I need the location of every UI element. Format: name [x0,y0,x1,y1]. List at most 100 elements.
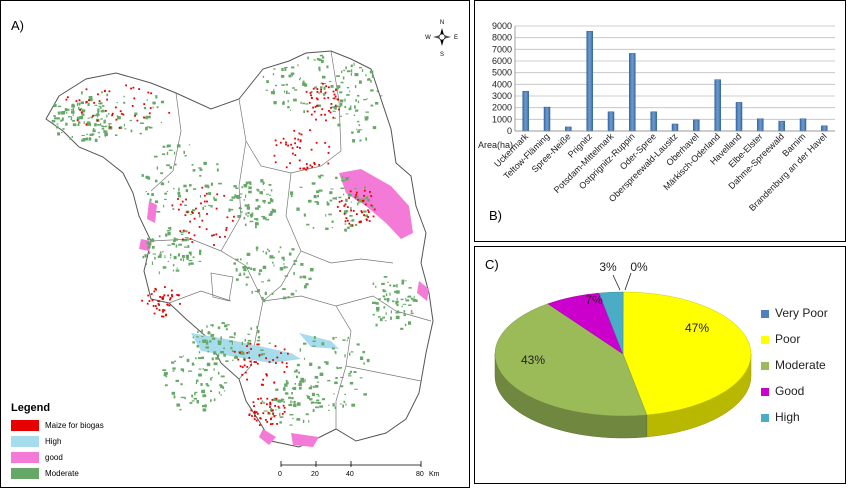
moderate-patch [91,133,95,136]
moderate-patch [89,133,93,137]
maize-patch [356,199,359,201]
maize-patch [166,303,169,306]
moderate-patch [233,332,236,336]
maize-patch [161,296,163,299]
maize-patch [265,373,268,375]
moderate-patch [371,74,374,78]
moderate-patch [314,375,319,379]
moderate-patch [309,362,313,366]
moderate-patch [288,74,292,78]
bar [714,79,721,132]
moderate-patch [147,237,151,241]
moderate-patch [339,367,342,369]
maize-patch [324,113,326,116]
moderate-patch [192,362,194,366]
moderate-patch [233,336,236,339]
moderate-patch [66,112,68,114]
moderate-patch [357,94,360,97]
moderate-patch [283,259,285,261]
maize-patch [316,105,318,107]
moderate-patch [318,395,320,397]
moderate-patch [89,98,93,102]
moderate-patch [207,332,211,334]
moderate-patch [317,395,320,397]
moderate-patch [299,77,301,80]
moderate-patch [166,151,169,155]
moderate-patch [261,215,265,218]
moderate-patch [404,323,407,327]
maize-patch [93,101,95,104]
maize-patch [171,294,173,296]
moderate-patch [386,298,390,302]
moderate-patch [123,95,125,98]
bar [629,53,636,132]
pie-legend-item: Very Poor [761,305,828,321]
maize-patch [206,213,208,215]
moderate-patch [357,203,359,206]
moderate-patch [177,191,181,195]
moderate-patch [180,396,185,399]
maize-patch [226,216,229,219]
moderate-patch [197,330,199,333]
moderate-patch [382,290,387,293]
maize-patch [316,98,319,101]
moderate-patch [392,300,395,303]
moderate-patch [163,374,167,377]
maize-patch [203,200,206,203]
maize-patch [219,236,221,238]
moderate-patch [293,370,298,373]
moderate-patch [298,371,300,374]
maize-patch [158,309,161,311]
maize-patch [309,129,311,132]
moderate-patch [202,339,206,343]
moderate-patch [318,176,322,179]
moderate-patch [396,284,398,288]
moderate-patch [293,260,298,262]
moderate-patch [383,295,386,298]
maize-patch [356,191,358,194]
maize-patch [351,224,354,227]
moderate-patch [106,93,109,97]
moderate-patch [328,81,332,82]
moderate-patch [316,202,319,205]
maize-patch [275,362,277,364]
maize-patch [274,139,277,142]
maize-patch [161,315,163,318]
moderate-patch [350,72,353,76]
moderate-patch [359,377,363,379]
moderate-patch [302,80,305,83]
moderate-patch [243,199,246,201]
maize-patch [298,159,301,162]
moderate-patch [154,200,159,204]
maize-patch [343,213,346,215]
moderate-patch [217,340,222,344]
moderate-patch [312,345,316,347]
moderate-patch [213,362,218,366]
moderate-patch [378,298,381,300]
moderate-patch [211,377,213,379]
moderate-patch [86,121,91,125]
moderate-patch [240,351,245,355]
moderate-patch [349,352,351,356]
maize-patch [215,233,218,236]
moderate-patch [191,164,194,166]
maize-patch [265,419,267,421]
maize-patch [285,166,288,169]
moderate-patch [365,196,369,200]
moderate-patch [179,408,182,411]
maize-patch [150,293,153,295]
maize-patch [85,123,88,126]
moderate-patch [266,80,269,84]
moderate-patch [288,252,292,256]
moderate-patch [313,59,316,61]
moderate-patch [302,82,306,86]
maize-patch [335,89,337,91]
moderate-patch [363,186,366,189]
legend-item-good: good [11,452,63,464]
moderate-patch [349,215,353,217]
maize-patch [255,419,258,422]
moderate-patch [278,250,280,253]
moderate-patch [262,402,266,404]
moderate-patch [193,398,197,400]
moderate-patch [180,383,183,386]
